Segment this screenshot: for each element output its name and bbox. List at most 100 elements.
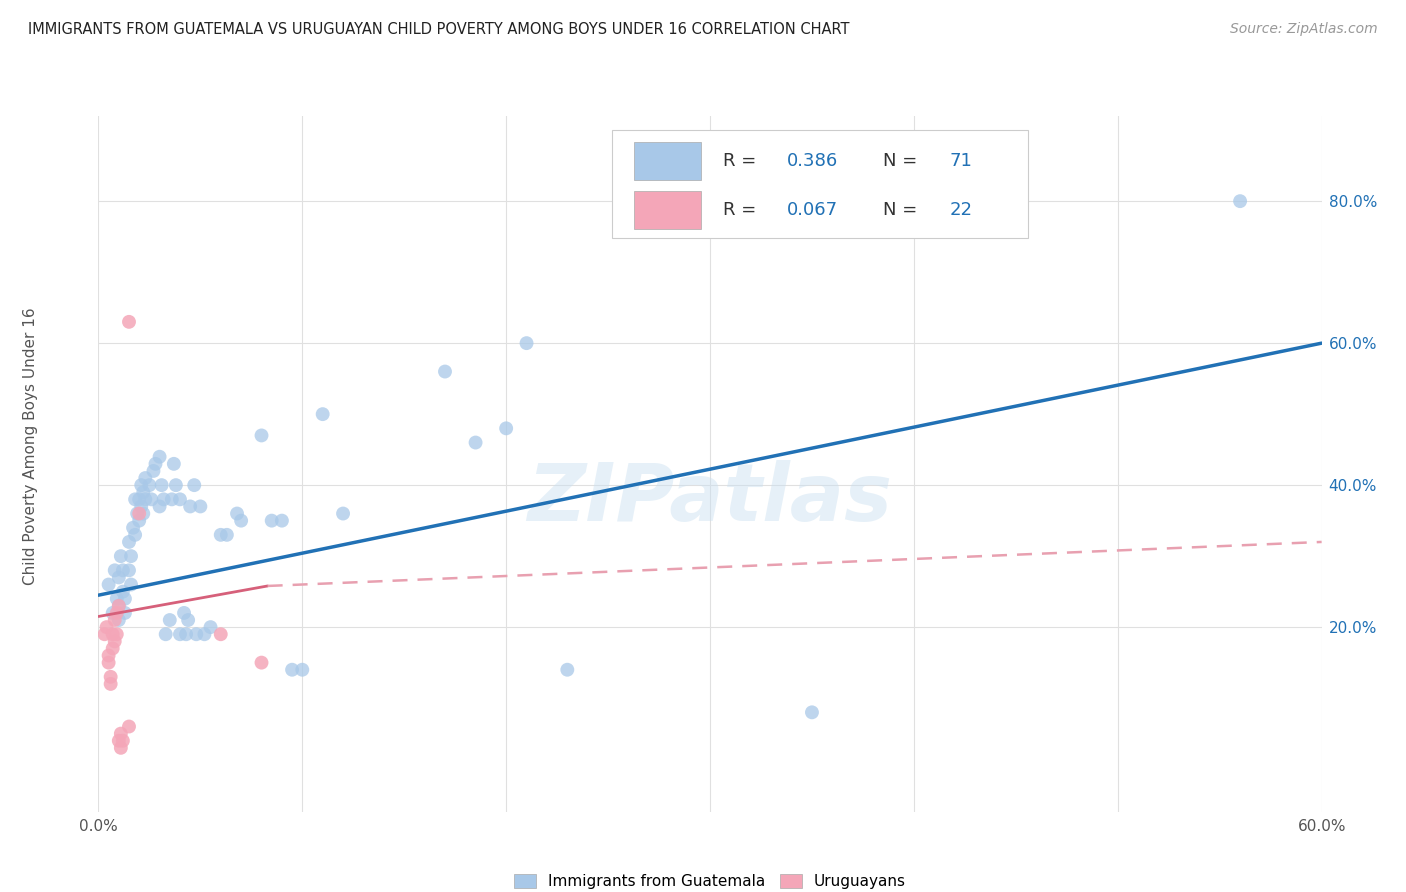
Point (312, 407, 335, 421)
Point (173, 606, 195, 620)
Point (97, 577, 120, 591)
Point (163, 457, 186, 471)
Point (260, 514, 283, 528)
Point (128, 514, 150, 528)
Point (100, 670, 122, 684)
Point (209, 627, 232, 641)
Point (270, 514, 294, 528)
Text: 22: 22 (950, 201, 973, 219)
Text: N =: N = (883, 201, 922, 219)
Point (105, 591, 128, 606)
Point (169, 492, 191, 507)
Point (101, 627, 124, 641)
Point (179, 500, 201, 514)
Point (129, 500, 152, 514)
Point (149, 450, 172, 464)
Point (127, 507, 149, 521)
Point (160, 492, 183, 507)
Point (142, 464, 165, 478)
Point (183, 478, 205, 492)
Point (250, 656, 273, 670)
Point (124, 492, 146, 507)
Text: R =: R = (724, 201, 762, 219)
Text: N =: N = (883, 153, 922, 170)
Point (132, 485, 155, 500)
Point (821, 87, 844, 102)
Point (97, 648, 120, 663)
Point (495, 421, 517, 435)
Point (200, 620, 222, 634)
Text: 0.067: 0.067 (787, 201, 838, 219)
Point (96, 620, 118, 634)
Point (104, 613, 127, 627)
Point (215, 528, 238, 542)
Point (250, 428, 273, 442)
Point (155, 627, 177, 641)
Point (434, 365, 457, 379)
FancyBboxPatch shape (634, 142, 702, 180)
Point (104, 634, 127, 648)
Text: 0.386: 0.386 (787, 153, 838, 170)
Point (149, 500, 172, 514)
Point (193, 627, 215, 641)
Point (291, 663, 314, 677)
Point (150, 478, 173, 492)
Point (174, 627, 197, 641)
Point (105, 627, 128, 641)
Point (231, 514, 253, 528)
Point (111, 584, 134, 599)
Point (105, 606, 128, 620)
Point (128, 492, 150, 507)
Point (108, 599, 131, 613)
Point (186, 627, 208, 641)
Point (120, 549, 142, 563)
Point (129, 478, 152, 492)
Point (111, 733, 134, 747)
Point (110, 726, 132, 740)
Point (159, 613, 181, 627)
Point (226, 507, 249, 521)
Point (101, 606, 124, 620)
Point (555, 663, 579, 677)
Point (118, 315, 141, 329)
Point (124, 528, 146, 542)
Point (118, 563, 141, 577)
Point (108, 613, 131, 627)
FancyBboxPatch shape (634, 191, 702, 229)
Text: IMMIGRANTS FROM GUATEMALA VS URUGUAYAN CHILD POVERTY AMONG BOYS UNDER 16 CORRELA: IMMIGRANTS FROM GUATEMALA VS URUGUAYAN C… (28, 22, 849, 37)
Point (132, 507, 155, 521)
Point (97, 656, 120, 670)
Text: Child Poverty Among Boys Under 16: Child Poverty Among Boys Under 16 (24, 307, 38, 585)
Point (118, 535, 141, 549)
Point (122, 521, 145, 535)
Point (1229, 194, 1251, 209)
Point (104, 563, 127, 577)
Point (464, 435, 486, 450)
Text: Source: ZipAtlas.com: Source: ZipAtlas.com (1230, 22, 1378, 37)
Point (188, 500, 212, 514)
Point (332, 507, 354, 521)
Text: 71: 71 (950, 153, 973, 170)
Point (108, 599, 131, 613)
Point (516, 336, 538, 351)
Legend: Immigrants from Guatemala, Uruguayans: Immigrants from Guatemala, Uruguayans (508, 868, 912, 892)
Point (100, 677, 122, 691)
Point (128, 507, 150, 521)
Point (177, 613, 200, 627)
Point (145, 457, 167, 471)
Point (114, 591, 136, 606)
Point (169, 627, 191, 641)
Point (165, 478, 187, 492)
Point (111, 563, 134, 577)
FancyBboxPatch shape (612, 130, 1028, 238)
Point (114, 606, 136, 620)
Point (141, 492, 163, 507)
Point (108, 570, 131, 584)
Point (120, 577, 142, 591)
Point (93, 627, 115, 641)
Point (108, 733, 131, 747)
Point (209, 528, 232, 542)
Point (134, 492, 156, 507)
Text: R =: R = (724, 153, 762, 170)
Point (118, 719, 141, 733)
